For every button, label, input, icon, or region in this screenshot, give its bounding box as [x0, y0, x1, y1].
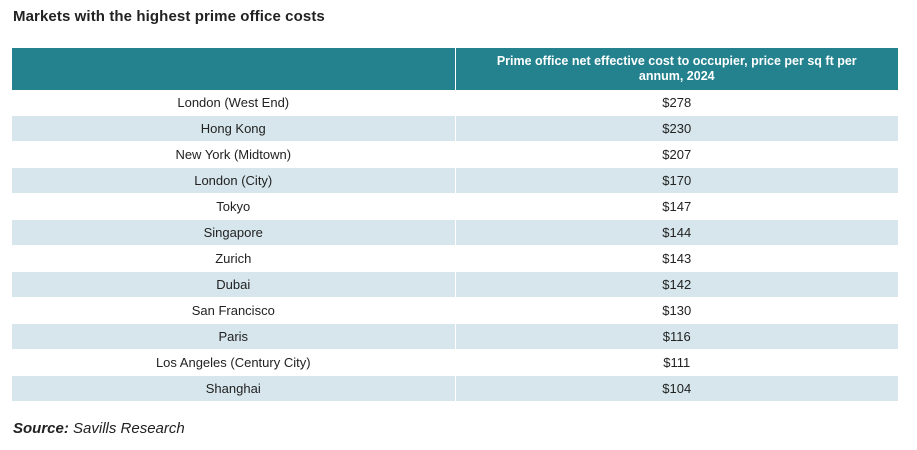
header-cost: Prime office net effective cost to occup…	[455, 48, 898, 90]
cost-cell: $278	[455, 90, 898, 116]
market-cell: Shanghai	[12, 375, 456, 402]
market-cell: Zurich	[12, 245, 456, 272]
market-cell: San Francisco	[12, 297, 456, 324]
table-row: Singapore $144	[12, 219, 898, 246]
table-row: San Francisco $130	[12, 297, 898, 324]
source-label: Source:	[13, 420, 69, 437]
table-row: Zurich $143	[12, 245, 898, 272]
source-note: Source: Savills Research	[13, 420, 185, 437]
table-row: Hong Kong $230	[12, 115, 898, 142]
table-body: London (West End) $278 Hong Kong $230 New Yo…	[12, 90, 898, 402]
market-cell: London (City)	[12, 167, 456, 194]
table-row: Los Angeles (Century City) $111	[12, 349, 898, 376]
market-cell: London (West End)	[12, 90, 456, 116]
cost-cell: $230	[455, 115, 898, 142]
market-cell: New York (Midtown)	[12, 141, 456, 168]
market-cell: Singapore	[12, 219, 456, 246]
table-row: Shanghai $104	[12, 375, 898, 402]
prime-office-cost-table: Prime office net effective cost to occup…	[12, 48, 898, 402]
cost-cell: $116	[455, 323, 898, 350]
market-cell: Tokyo	[12, 193, 456, 220]
table-row: Tokyo $147	[12, 193, 898, 220]
cost-cell: $142	[455, 271, 898, 298]
table-title: Markets with the highest prime office co…	[13, 8, 325, 25]
cost-cell: $144	[455, 219, 898, 246]
header-market	[12, 48, 456, 90]
table-row: Dubai $142	[12, 271, 898, 298]
market-cell: Los Angeles (Century City)	[12, 349, 456, 376]
table-row: London (City) $170	[12, 167, 898, 194]
header-row: Prime office net effective cost to occup…	[12, 48, 898, 90]
source-text: Savills Research	[73, 420, 185, 437]
table-row: New York (Midtown) $207	[12, 141, 898, 168]
table-header: Prime office net effective cost to occup…	[12, 48, 898, 90]
cost-cell: $130	[455, 297, 898, 324]
cost-cell: $104	[455, 375, 898, 402]
market-cell: Dubai	[12, 271, 456, 298]
cost-cell: $111	[455, 349, 898, 376]
cost-cell: $170	[455, 167, 898, 194]
table-row: London (West End) $278	[12, 90, 898, 116]
table-row: Paris $116	[12, 323, 898, 350]
cost-cell: $143	[455, 245, 898, 272]
market-cell: Paris	[12, 323, 456, 350]
cost-cell: $207	[455, 141, 898, 168]
market-cell: Hong Kong	[12, 115, 456, 142]
cost-cell: $147	[455, 193, 898, 220]
